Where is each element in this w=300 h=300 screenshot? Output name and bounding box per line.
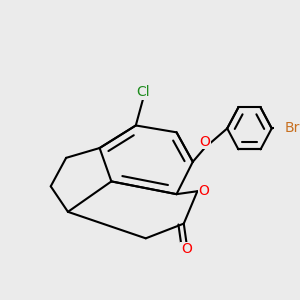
Text: O: O [181, 242, 192, 256]
Text: Cl: Cl [136, 85, 150, 100]
Text: Br: Br [284, 122, 300, 135]
Text: O: O [199, 135, 210, 148]
Text: O: O [199, 184, 210, 198]
